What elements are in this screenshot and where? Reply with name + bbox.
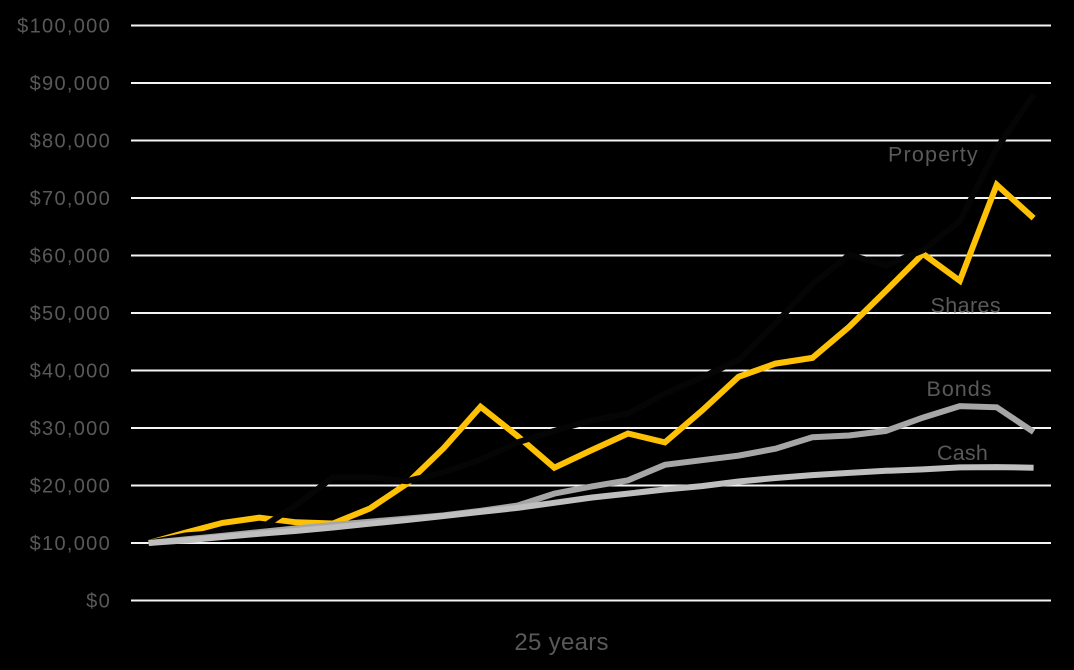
svg-text:Cash: Cash (937, 441, 988, 465)
svg-text:25 years: 25 years (514, 629, 608, 656)
svg-text:$60,000: $60,000 (30, 246, 111, 268)
svg-text:$20,000: $20,000 (30, 476, 111, 498)
svg-text:$90,000: $90,000 (30, 73, 111, 95)
svg-text:$30,000: $30,000 (30, 418, 111, 440)
svg-text:$10,000: $10,000 (30, 533, 111, 555)
svg-text:$50,000: $50,000 (30, 303, 111, 325)
svg-text:$0: $0 (86, 591, 111, 613)
svg-text:$80,000: $80,000 (30, 131, 111, 153)
svg-text:Shares: Shares (931, 293, 1002, 317)
svg-text:$100,000: $100,000 (17, 16, 111, 38)
svg-text:Bonds: Bonds (927, 377, 993, 401)
svg-text:Property: Property (888, 142, 979, 166)
svg-text:$40,000: $40,000 (30, 361, 111, 383)
svg-text:$70,000: $70,000 (30, 188, 111, 210)
